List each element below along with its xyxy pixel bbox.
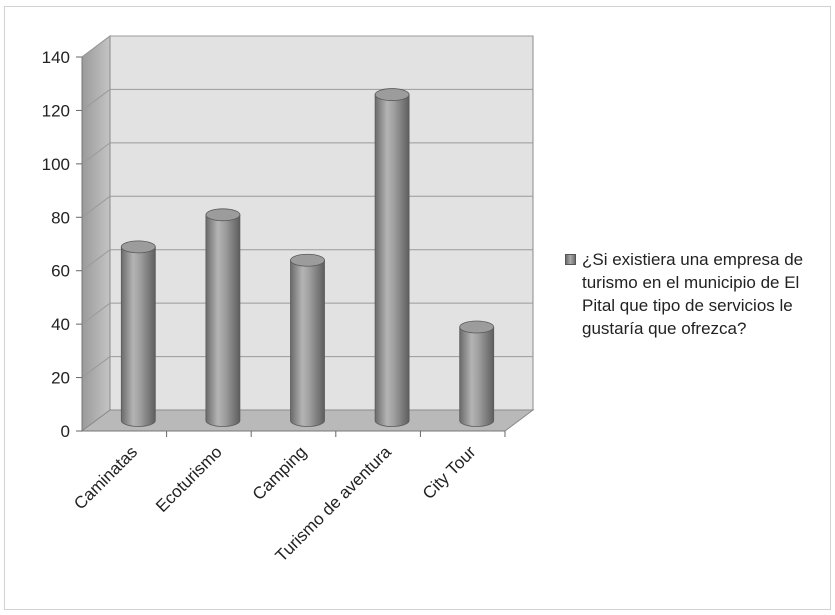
y-axis-ticks: 0 20 40 60 80 100 120 140 [42, 48, 83, 441]
bar-top [120, 240, 156, 254]
bar [374, 88, 410, 427]
bar [290, 253, 325, 427]
bar-body [459, 326, 495, 427]
gridline-side [81, 195, 111, 218]
bar-body [120, 246, 156, 427]
y-tick-label: 80 [51, 208, 70, 227]
x-tick-label: City Tour [419, 442, 480, 503]
gridline-side [81, 249, 111, 272]
legend-swatch [565, 254, 576, 265]
gridline-side [81, 142, 111, 165]
gridline-side [81, 302, 111, 325]
bars [120, 88, 495, 427]
y-tick-label: 20 [51, 369, 70, 388]
gridline-side [81, 35, 111, 58]
bar-body [374, 94, 410, 427]
legend-label: ¿Si existiera una empresa de turismo en … [582, 250, 804, 338]
bar-top [374, 88, 410, 101]
bar [459, 320, 495, 427]
side-wall [81, 35, 111, 432]
bar-top [205, 208, 241, 222]
y-tick-label: 100 [42, 155, 70, 174]
bar-top [290, 253, 325, 267]
y-tick-label: 0 [61, 422, 70, 441]
x-tick-label: Caminatas [70, 442, 141, 513]
x-tick-label: Camping [249, 442, 311, 504]
gridline-side [81, 89, 111, 111]
bar-top [459, 320, 495, 334]
bar [120, 240, 156, 427]
y-tick-label: 120 [42, 101, 70, 120]
gridline-side [81, 356, 111, 378]
bar-body [205, 214, 241, 427]
y-tick-label: 60 [51, 262, 70, 281]
bar-body [290, 259, 325, 427]
legend: ¿Si existiera una empresa de turismo en … [565, 248, 827, 340]
bar [205, 208, 241, 427]
x-tick-label: Ecoturismo [152, 442, 226, 516]
y-tick-label: 140 [42, 48, 70, 67]
y-tick-label: 40 [51, 315, 70, 334]
